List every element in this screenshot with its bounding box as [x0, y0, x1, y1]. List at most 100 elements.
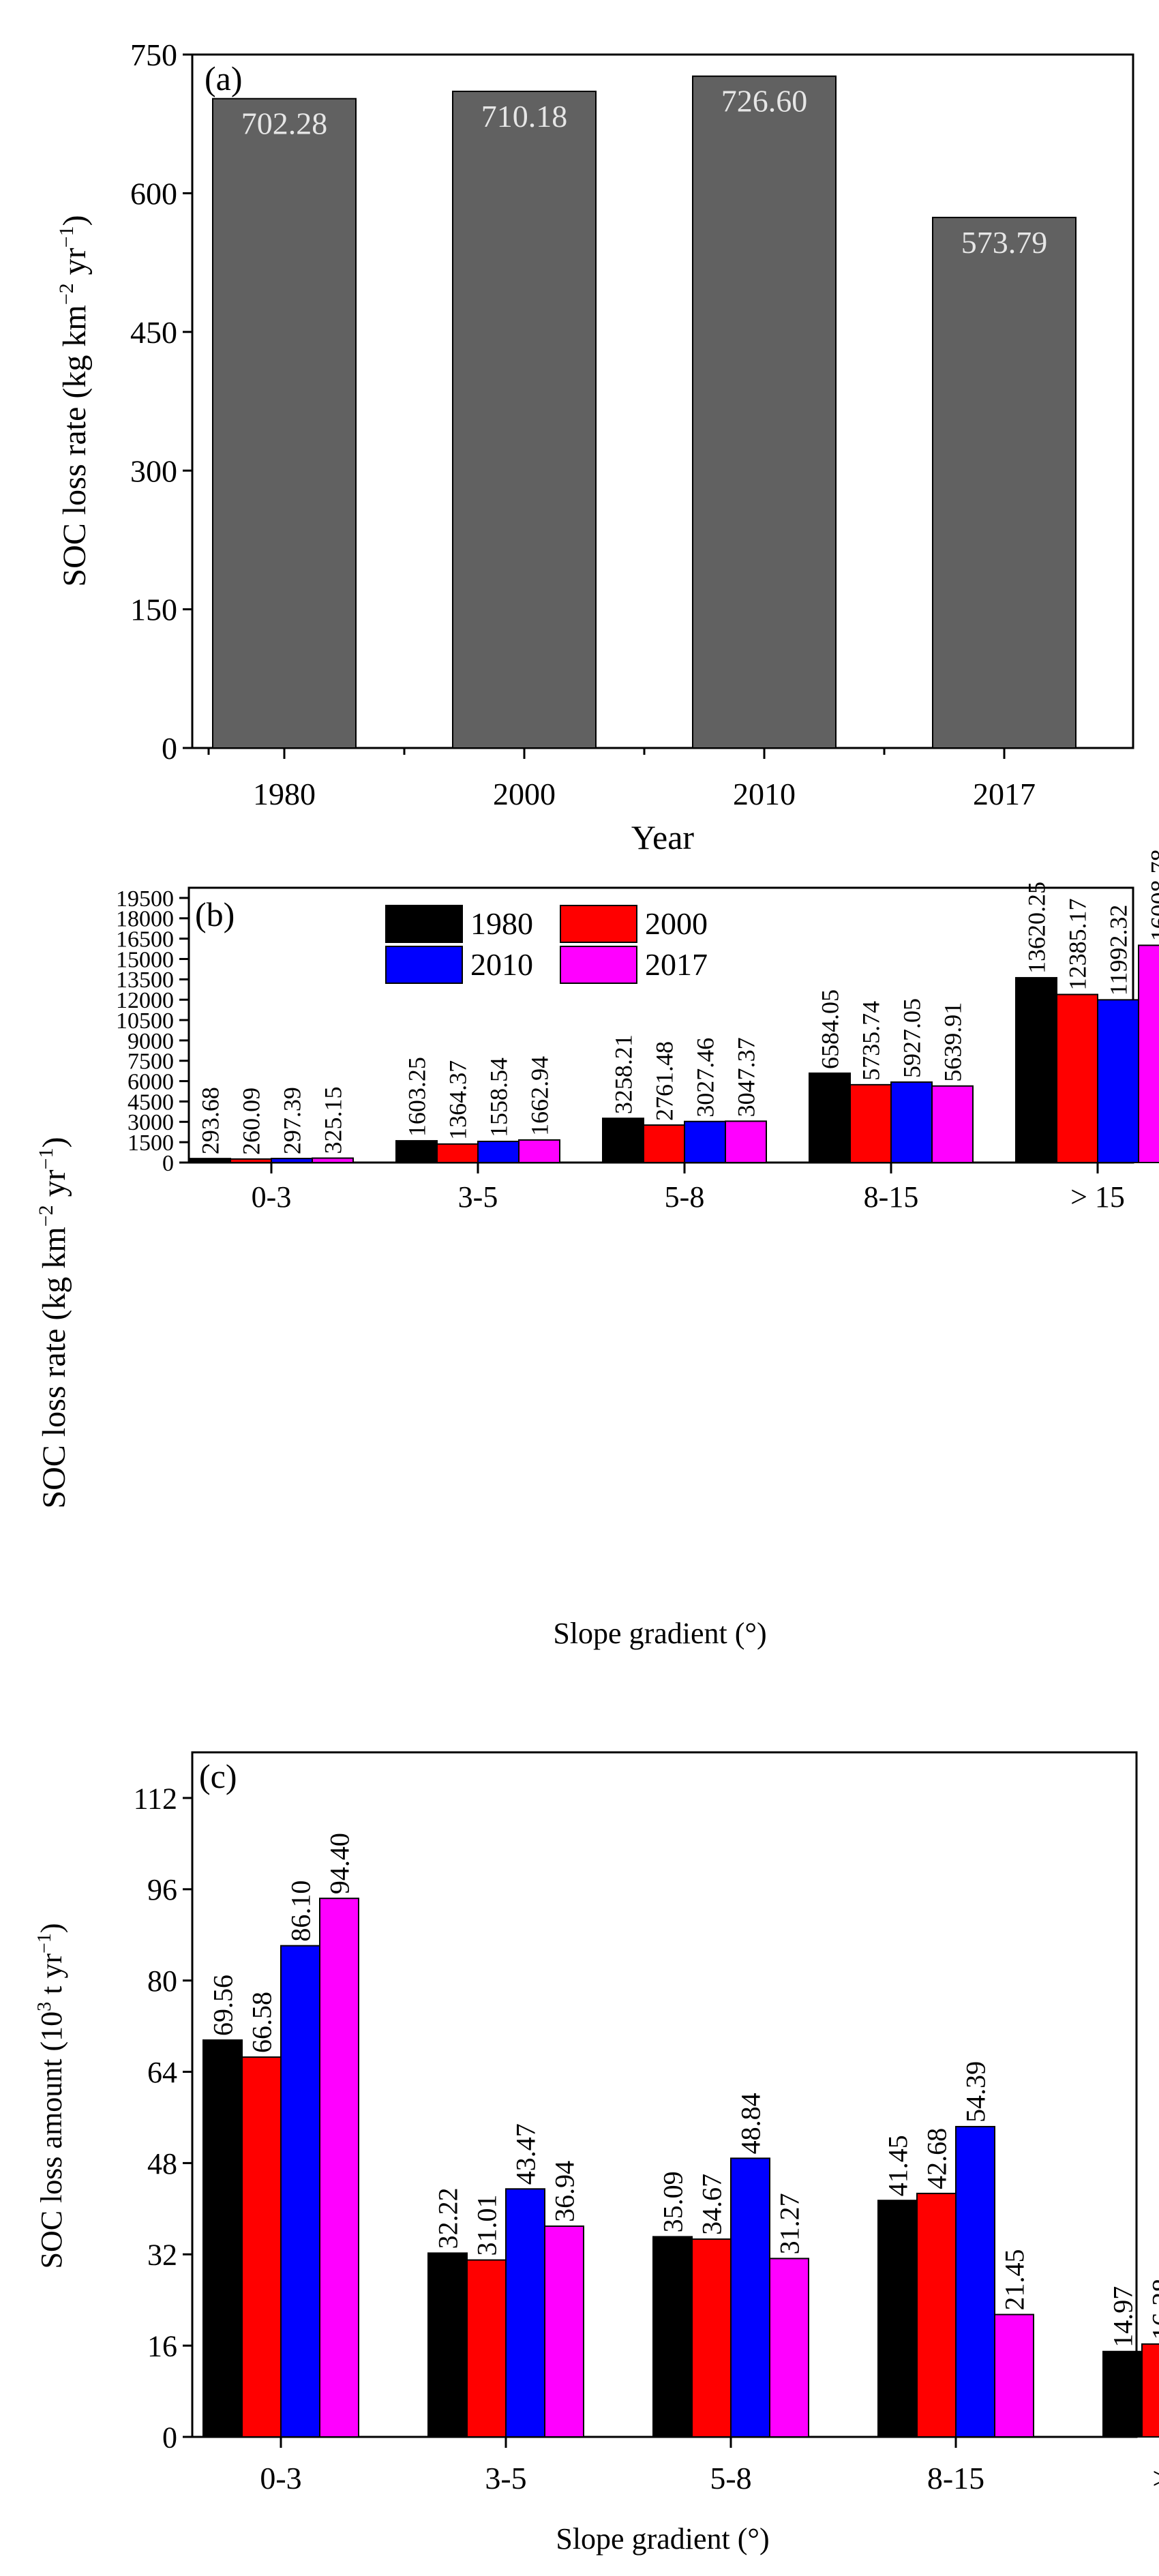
x-tick-label: 0-3: [252, 1180, 292, 1214]
bar-2010-35: [506, 2189, 545, 2437]
bar-value-label: 2761.48: [651, 1041, 678, 1121]
bar-value-label: 702.28: [241, 106, 328, 141]
bar-value-label: 41.45: [883, 2135, 914, 2196]
y-tick-label: 64: [147, 2056, 177, 2089]
bar-2010-35: [478, 1141, 519, 1163]
bar-value-label: 726.60: [721, 84, 808, 119]
bar-value-label: 86.10: [286, 1881, 316, 1942]
bar-value-label: 5927.05: [899, 998, 926, 1078]
y-tick-label: 750: [130, 38, 177, 72]
bar-value-label: 1603.25: [404, 1057, 431, 1137]
y-tick-label: 450: [130, 315, 177, 350]
x-tick-label: 0-3: [260, 2461, 301, 2496]
bar-2017-35: [545, 2226, 584, 2437]
x-tick-label: 3-5: [458, 1180, 498, 1214]
x-tick-label: 2010: [733, 777, 796, 811]
bar-1980-35: [396, 1141, 437, 1163]
bar-2017-15: [1139, 945, 1159, 1163]
bar-value-label: 54.39: [961, 2061, 991, 2123]
panel-c-xlabel: Slope gradient (°): [556, 2522, 769, 2556]
bar-2000: [453, 91, 596, 748]
bar-value-label: 34.67: [697, 2174, 727, 2235]
bar-2017-03: [320, 1898, 359, 2437]
bar-1980-15: [1016, 978, 1057, 1163]
bar-value-label: 5639.91: [939, 1002, 967, 1082]
bar-2010-815: [956, 2127, 995, 2437]
bar-value-label: 3047.37: [733, 1037, 760, 1117]
x-tick-label: 2000: [493, 777, 556, 811]
y-tick-label: 600: [130, 177, 177, 211]
x-tick-label: 3-5: [485, 2461, 526, 2496]
bar-value-label: 16.28: [1147, 2279, 1159, 2340]
bar-1980-815: [809, 1073, 850, 1163]
bar-value-label: 5735.74: [858, 1001, 885, 1081]
y-tick-label: 19500: [116, 886, 174, 912]
bar-2010-03: [271, 1158, 312, 1163]
bar-1980-58: [603, 1118, 644, 1163]
panel-a-label: (a): [205, 59, 243, 98]
x-tick-label: 5-8: [710, 2461, 751, 2496]
bar-value-label: 14.97: [1108, 2286, 1139, 2348]
y-tick-label: 112: [134, 1782, 177, 1815]
legend-swatch-1980: [386, 905, 462, 942]
bar-value-label: 297.39: [279, 1087, 306, 1154]
y-tick-label: 0: [162, 731, 177, 766]
bar-2010-815: [891, 1082, 932, 1163]
bar-value-label: 43.47: [511, 2123, 541, 2185]
bar-2000-03: [242, 2057, 281, 2437]
x-tick-label: 1980: [253, 777, 316, 811]
bar-2017-815: [995, 2315, 1034, 2437]
panel-c-label: (c): [199, 1757, 237, 1795]
bar-2017-58: [725, 1121, 766, 1163]
bar-1980-58: [653, 2236, 692, 2437]
bar-value-label: 31.01: [472, 2195, 502, 2256]
bar-2010-58: [731, 2158, 770, 2437]
bar-value-label: 3027.46: [692, 1038, 719, 1118]
bar-value-label: 21.45: [999, 2249, 1030, 2311]
bar-2000-815: [917, 2193, 956, 2437]
bar-value-label: 3258.21: [610, 1034, 637, 1114]
bar-value-label: 32.22: [433, 2187, 464, 2249]
legend-swatch-2010: [386, 946, 462, 983]
bar-2010-03: [281, 1946, 320, 2437]
x-tick-label: > 15: [1152, 2461, 1159, 2496]
legend-label-2000: 2000: [645, 906, 708, 941]
bar-value-label: 12385.17: [1064, 899, 1092, 991]
bar-value-label: 13620.25: [1023, 882, 1051, 974]
x-tick-label: > 15: [1070, 1180, 1125, 1214]
bar-value-label: 260.09: [238, 1088, 265, 1155]
bar-2000-03: [230, 1159, 271, 1163]
x-tick-label: 8-15: [864, 1180, 919, 1214]
bar-2010-15: [1098, 1000, 1139, 1163]
y-tick-label: 96: [147, 1873, 177, 1906]
bar-2000-58: [692, 2239, 731, 2437]
bar-1980-815: [878, 2200, 917, 2437]
bar-value-label: 69.56: [208, 1975, 239, 2036]
panel-c-ylabel: SOC loss amount (103 t yr−1): [34, 1923, 68, 2268]
bar-value-label: 42.68: [922, 2128, 952, 2189]
bar-value-label: 48.84: [736, 2093, 766, 2154]
panel-b-ylabel: SOC loss rate (kg km−2 yr−1): [35, 1137, 72, 1508]
legend-label-1980: 1980: [470, 906, 533, 941]
panel-b-y-axis: 0150030004500600075009000105001200013500…: [116, 886, 189, 1176]
x-tick-label: 8-15: [927, 2461, 984, 2496]
bar-2000-815: [850, 1085, 891, 1163]
bar-1980-35: [428, 2253, 467, 2437]
x-tick-label: 5-8: [665, 1180, 705, 1214]
bar-2010: [693, 76, 836, 748]
panel-b-x-axis: 0-3 3-5 5-8 8-15 > 15: [252, 1163, 1125, 1214]
bar-value-label: 31.27: [774, 2193, 805, 2254]
bar-2017-03: [312, 1158, 353, 1163]
bar-value-label: 1558.54: [485, 1058, 513, 1137]
bar-2017: [933, 218, 1076, 748]
legend-swatch-2017: [560, 946, 637, 983]
bar-value-label: 66.58: [247, 1992, 277, 2053]
y-tick-label: 300: [130, 453, 177, 488]
y-tick-label: 16: [147, 2330, 177, 2363]
bar-value-label: 293.68: [197, 1087, 224, 1154]
bar-2017-815: [932, 1086, 973, 1163]
